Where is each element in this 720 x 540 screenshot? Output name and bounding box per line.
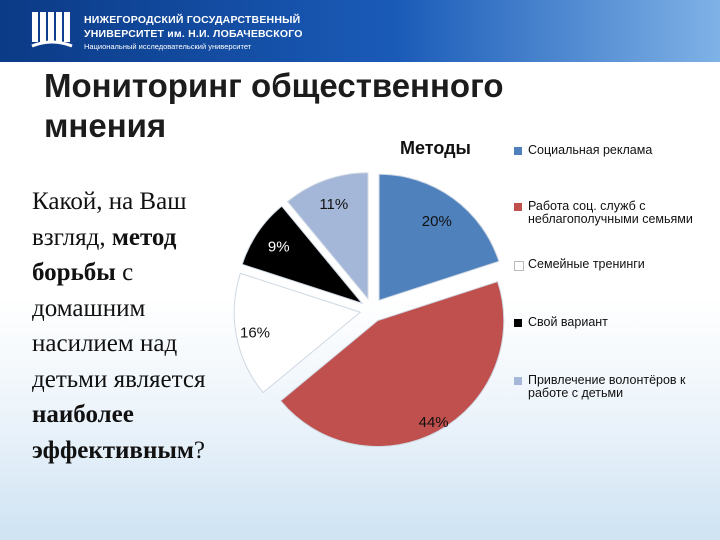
pie-data-label: 44% bbox=[419, 414, 449, 431]
university-name-line2: УНИВЕРСИТЕТ им. Н.И. ЛОБАЧЕВСКОГО bbox=[84, 28, 303, 40]
legend-swatch bbox=[514, 261, 524, 271]
legend-label: Привлечение волонтёров к работе с детьми bbox=[528, 373, 686, 400]
question-part-3: ? bbox=[193, 436, 205, 464]
question-part-2: с домашним насилием над детьми является bbox=[32, 259, 206, 393]
legend-label: Семейные тренинги bbox=[528, 257, 645, 271]
legend-label: Свой вариант bbox=[528, 315, 608, 329]
pie-data-label: 11% bbox=[319, 196, 348, 213]
question-bold-1: метод борьбы bbox=[32, 223, 177, 287]
question-text: Какой, на Ваш взгляд, метод борьбы с дом… bbox=[32, 184, 242, 468]
university-name-line1: НИЖЕГОРОДСКИЙ ГОСУДАРСТВЕННЫЙ bbox=[84, 14, 301, 26]
legend-swatch bbox=[514, 147, 522, 155]
university-subtitle: Национальный исследовательский университ… bbox=[84, 42, 252, 51]
slide-title: Мониторинг общественного мнения bbox=[44, 67, 504, 144]
legend-label: Работа соц. служб с неблагополучными сем… bbox=[528, 199, 693, 226]
university-logo-icon bbox=[31, 12, 73, 48]
legend-swatch bbox=[514, 377, 522, 385]
header-bar: НИЖЕГОРОДСКИЙ ГОСУДАРСТВЕННЫЙ УНИВЕРСИТЕ… bbox=[0, 0, 720, 62]
legend-swatch bbox=[514, 319, 522, 327]
legend-swatch bbox=[514, 203, 522, 211]
pie-data-label: 9% bbox=[268, 239, 290, 256]
question-bold-2: наиболее эффективным bbox=[32, 401, 194, 464]
pie-slice bbox=[279, 280, 505, 448]
pie-slice bbox=[286, 172, 369, 301]
legend-label: Социальная реклама bbox=[528, 143, 653, 157]
chart-title: Методы bbox=[400, 138, 471, 158]
pie-slice bbox=[233, 272, 362, 394]
pie-data-label: 20% bbox=[422, 213, 452, 230]
pie-data-label: 16% bbox=[240, 324, 270, 341]
question-part-1: Какой, на Ваш взгляд, bbox=[32, 188, 187, 251]
pie-slice bbox=[378, 173, 500, 301]
pie-slice bbox=[241, 205, 364, 305]
